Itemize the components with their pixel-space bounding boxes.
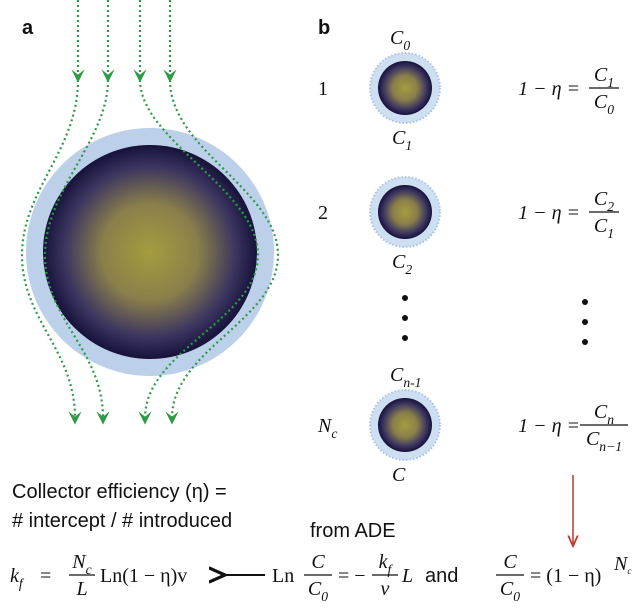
subscript: 0 <box>403 38 410 53</box>
exponent: Nc <box>613 553 632 577</box>
subscript: n-1 <box>403 375 421 390</box>
annotation: from ADE <box>310 520 396 542</box>
symbol: C <box>308 578 322 600</box>
subscript: 1 <box>607 226 614 241</box>
equation: 1 − η = <box>518 202 580 224</box>
concentration-label: Cn-1 <box>390 364 421 390</box>
numerator: Nc <box>71 551 91 577</box>
equation: Ln <box>272 565 294 587</box>
symbol: C <box>392 251 406 273</box>
subscript: 1 <box>405 138 412 153</box>
row-index: 2 <box>318 202 328 224</box>
panel-label: b <box>318 17 330 39</box>
equation: kf <box>10 565 25 591</box>
concentration-label: C <box>392 464 406 486</box>
numerator: C <box>503 551 517 573</box>
equation: = − <box>338 565 366 587</box>
ellipsis <box>402 295 588 345</box>
figure: ab1C0C11 − η =C1C02C21 − η =C2C1NcCn-1C1… <box>0 0 640 611</box>
concentration-label: C1 <box>392 127 412 153</box>
equation: = (1 − η) <box>530 565 601 587</box>
equation: Ln(1 − η)v <box>100 565 187 587</box>
symbol: C <box>594 215 608 237</box>
subscript: c <box>627 567 632 577</box>
symbol: C <box>500 578 514 600</box>
concentration-label: C2 <box>392 251 412 277</box>
numerator: C <box>311 551 325 573</box>
subscript: 0 <box>607 102 614 117</box>
caption: Collector efficiency (η) = <box>12 481 227 503</box>
denominator: L <box>75 578 87 600</box>
numerator: C1 <box>594 64 614 90</box>
row-index: 1 <box>318 78 328 100</box>
subscript: 2 <box>405 262 412 277</box>
equation: 1 − η = <box>518 415 580 437</box>
equation: L <box>401 565 413 587</box>
panel-label: a <box>22 17 34 39</box>
denominator: v <box>381 578 390 600</box>
symbol: C <box>392 127 406 149</box>
subscript: c <box>331 426 337 441</box>
symbol: C <box>390 27 404 49</box>
numerator: kf <box>379 551 394 577</box>
denominator: Cn−1 <box>586 428 622 454</box>
symbol: C <box>586 428 600 450</box>
conjunction: and <box>425 565 458 587</box>
subscript: 0 <box>513 589 520 604</box>
subscript: n−1 <box>599 439 622 454</box>
row-index: Nc <box>317 415 337 441</box>
denominator: C0 <box>500 578 520 604</box>
concentration-label: C0 <box>390 27 410 53</box>
denominator: C0 <box>594 91 614 117</box>
symbol: C <box>594 64 608 86</box>
symbol: C <box>594 401 608 423</box>
denominator: C0 <box>308 578 328 604</box>
subscript: f <box>19 576 25 591</box>
caption: # intercept / # introduced <box>12 510 232 532</box>
numerator: C2 <box>594 188 614 214</box>
collector <box>43 145 257 359</box>
equation: 1 − η = <box>518 78 580 100</box>
symbol: C <box>594 188 608 210</box>
subscript: 0 <box>321 589 328 604</box>
symbol: C <box>594 91 608 113</box>
equation: = <box>40 565 51 587</box>
symbol: C <box>390 364 404 386</box>
denominator: C1 <box>594 215 614 241</box>
numerator: Cn <box>594 401 614 427</box>
